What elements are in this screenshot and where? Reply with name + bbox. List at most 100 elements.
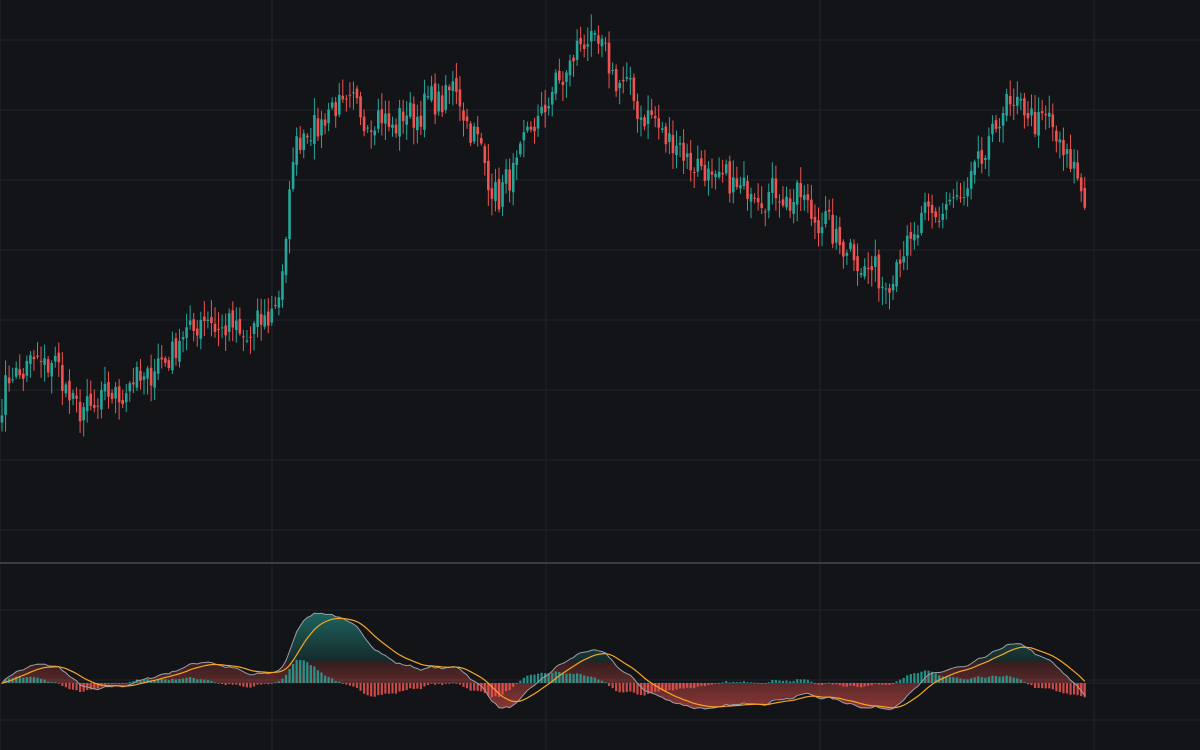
- macd-histogram-bar: [1030, 683, 1033, 686]
- macd-histogram-bar: [505, 683, 508, 692]
- macd-histogram-bar: [1058, 683, 1061, 692]
- macd-histogram-bar: [881, 683, 884, 685]
- macd-histogram-bar: [18, 676, 21, 683]
- candle: [820, 212, 824, 246]
- macd-histogram-bar: [508, 683, 511, 691]
- candle-body: [937, 220, 941, 222]
- macd-histogram-bar: [128, 681, 131, 683]
- candle-body: [618, 82, 621, 89]
- macd-histogram-bar: [231, 683, 234, 685]
- candle-body: [11, 379, 14, 381]
- candle: [337, 82, 341, 118]
- candle: [657, 104, 661, 140]
- candle-body: [142, 376, 146, 380]
- macd-histogram-bar: [888, 683, 891, 685]
- candle-body: [458, 89, 462, 107]
- candle: [618, 80, 621, 105]
- candle-body: [281, 271, 284, 300]
- candle: [11, 367, 14, 383]
- candle: [781, 186, 785, 208]
- candle-body: [625, 77, 629, 79]
- macd-histogram-bar: [402, 683, 405, 691]
- macd-histogram-bar: [203, 679, 206, 683]
- candle-body: [540, 106, 543, 114]
- macd-histogram-bar: [221, 683, 224, 685]
- candle: [455, 62, 458, 105]
- candle: [483, 143, 487, 176]
- candle-body: [788, 198, 792, 211]
- candle-body: [817, 220, 820, 234]
- macd-histogram-bar: [373, 683, 376, 697]
- candle: [206, 311, 210, 329]
- macd-histogram-bar: [267, 683, 270, 685]
- candle-body: [43, 358, 46, 365]
- candle-body: [384, 113, 387, 124]
- macd-histogram-bar: [4, 679, 7, 683]
- candle: [742, 161, 746, 190]
- candle-body: [451, 81, 455, 91]
- candle-body: [604, 42, 607, 44]
- candle-body: [1040, 111, 1044, 114]
- candle-body: [1012, 104, 1016, 106]
- candle-body: [355, 88, 359, 99]
- candle-body: [934, 211, 937, 218]
- macd-histogram-bar: [284, 674, 288, 683]
- candle: [874, 239, 877, 282]
- macd-histogram-bar: [465, 683, 469, 689]
- candle: [590, 14, 593, 57]
- candle: [511, 153, 515, 206]
- macd-histogram-bar: [416, 683, 419, 689]
- candle: [955, 181, 959, 201]
- candle-body: [440, 95, 444, 113]
- macd-histogram-bar: [867, 683, 870, 686]
- candle-body: [969, 170, 973, 189]
- macd-histogram-bar: [661, 683, 664, 691]
- candle: [0, 399, 4, 432]
- candle-body: [923, 202, 927, 213]
- candle: [53, 346, 57, 368]
- candle: [1079, 173, 1083, 202]
- macd-histogram-bar: [576, 673, 579, 683]
- candle-body: [387, 113, 391, 127]
- candle: [78, 389, 82, 433]
- macd-histogram-bar: [682, 683, 685, 689]
- candle-body: [167, 360, 171, 368]
- candle: [412, 96, 416, 145]
- macd-histogram-bar: [469, 683, 472, 691]
- candle: [18, 354, 22, 380]
- candle: [32, 350, 36, 371]
- macd-histogram-bar: [334, 681, 337, 683]
- macd-histogram-bar: [79, 683, 82, 693]
- candle-body: [18, 369, 22, 376]
- macd-histogram-bar: [774, 680, 777, 683]
- macd-histogram-bar: [863, 683, 866, 687]
- macd-histogram-bar: [625, 683, 628, 692]
- candle: [579, 26, 582, 52]
- candle: [1072, 149, 1076, 184]
- candle: [1033, 94, 1037, 138]
- macd-histogram-bar: [107, 683, 110, 684]
- macd-histogram-bar: [984, 677, 987, 683]
- candle: [842, 239, 845, 269]
- candle-body: [430, 86, 433, 101]
- macd-histogram-bar: [952, 677, 955, 683]
- candle: [866, 252, 870, 284]
- candle: [728, 155, 732, 203]
- macd-histogram-bar: [15, 676, 18, 683]
- candle-body: [188, 320, 192, 325]
- candle: [274, 296, 277, 310]
- macd-histogram-bar: [753, 682, 756, 684]
- candle-body: [874, 256, 877, 267]
- candle: [132, 367, 135, 394]
- candle-body: [927, 201, 930, 207]
- candle: [171, 331, 174, 375]
- candle: [700, 150, 703, 171]
- candle-body: [653, 115, 657, 119]
- candle: [558, 58, 561, 84]
- macd-histogram-bar: [923, 670, 927, 683]
- candle: [153, 359, 156, 401]
- candle: [430, 75, 433, 103]
- candle-body: [242, 336, 245, 338]
- candle-body: [391, 124, 394, 128]
- macd-histogram-bar: [398, 683, 401, 692]
